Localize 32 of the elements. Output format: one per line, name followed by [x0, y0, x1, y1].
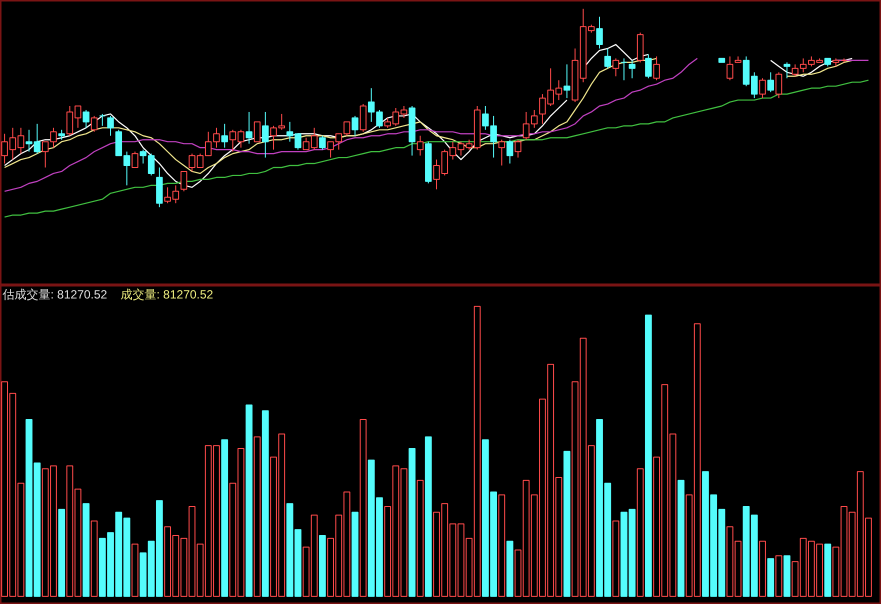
bar — [58, 508, 66, 597]
text: 成交量: 81270.52 — [120, 288, 214, 302]
bar — [352, 512, 358, 597]
bar — [416, 480, 424, 597]
bar — [784, 555, 790, 597]
bar — [612, 520, 620, 597]
bar — [678, 480, 684, 597]
bar — [636, 468, 644, 597]
bar — [408, 448, 416, 597]
bar — [360, 418, 367, 597]
text: 估成交量: 81270.52 — [2, 288, 108, 302]
bar — [221, 439, 228, 597]
bar — [498, 494, 506, 597]
bar — [824, 544, 832, 597]
bar — [775, 555, 782, 597]
bar — [82, 503, 90, 597]
bar — [767, 558, 774, 597]
bar — [563, 450, 570, 597]
bar — [759, 540, 766, 597]
bar — [254, 436, 261, 597]
candlestick — [246, 111, 252, 144]
bar — [318, 534, 326, 597]
bar — [644, 314, 652, 597]
bar — [506, 540, 514, 597]
candlestick — [221, 123, 228, 148]
bar — [262, 410, 269, 597]
bar — [90, 520, 98, 597]
bar — [246, 404, 253, 597]
bar — [132, 544, 138, 597]
candlestick — [564, 64, 570, 99]
bar — [424, 436, 432, 597]
candlestick — [262, 111, 269, 158]
